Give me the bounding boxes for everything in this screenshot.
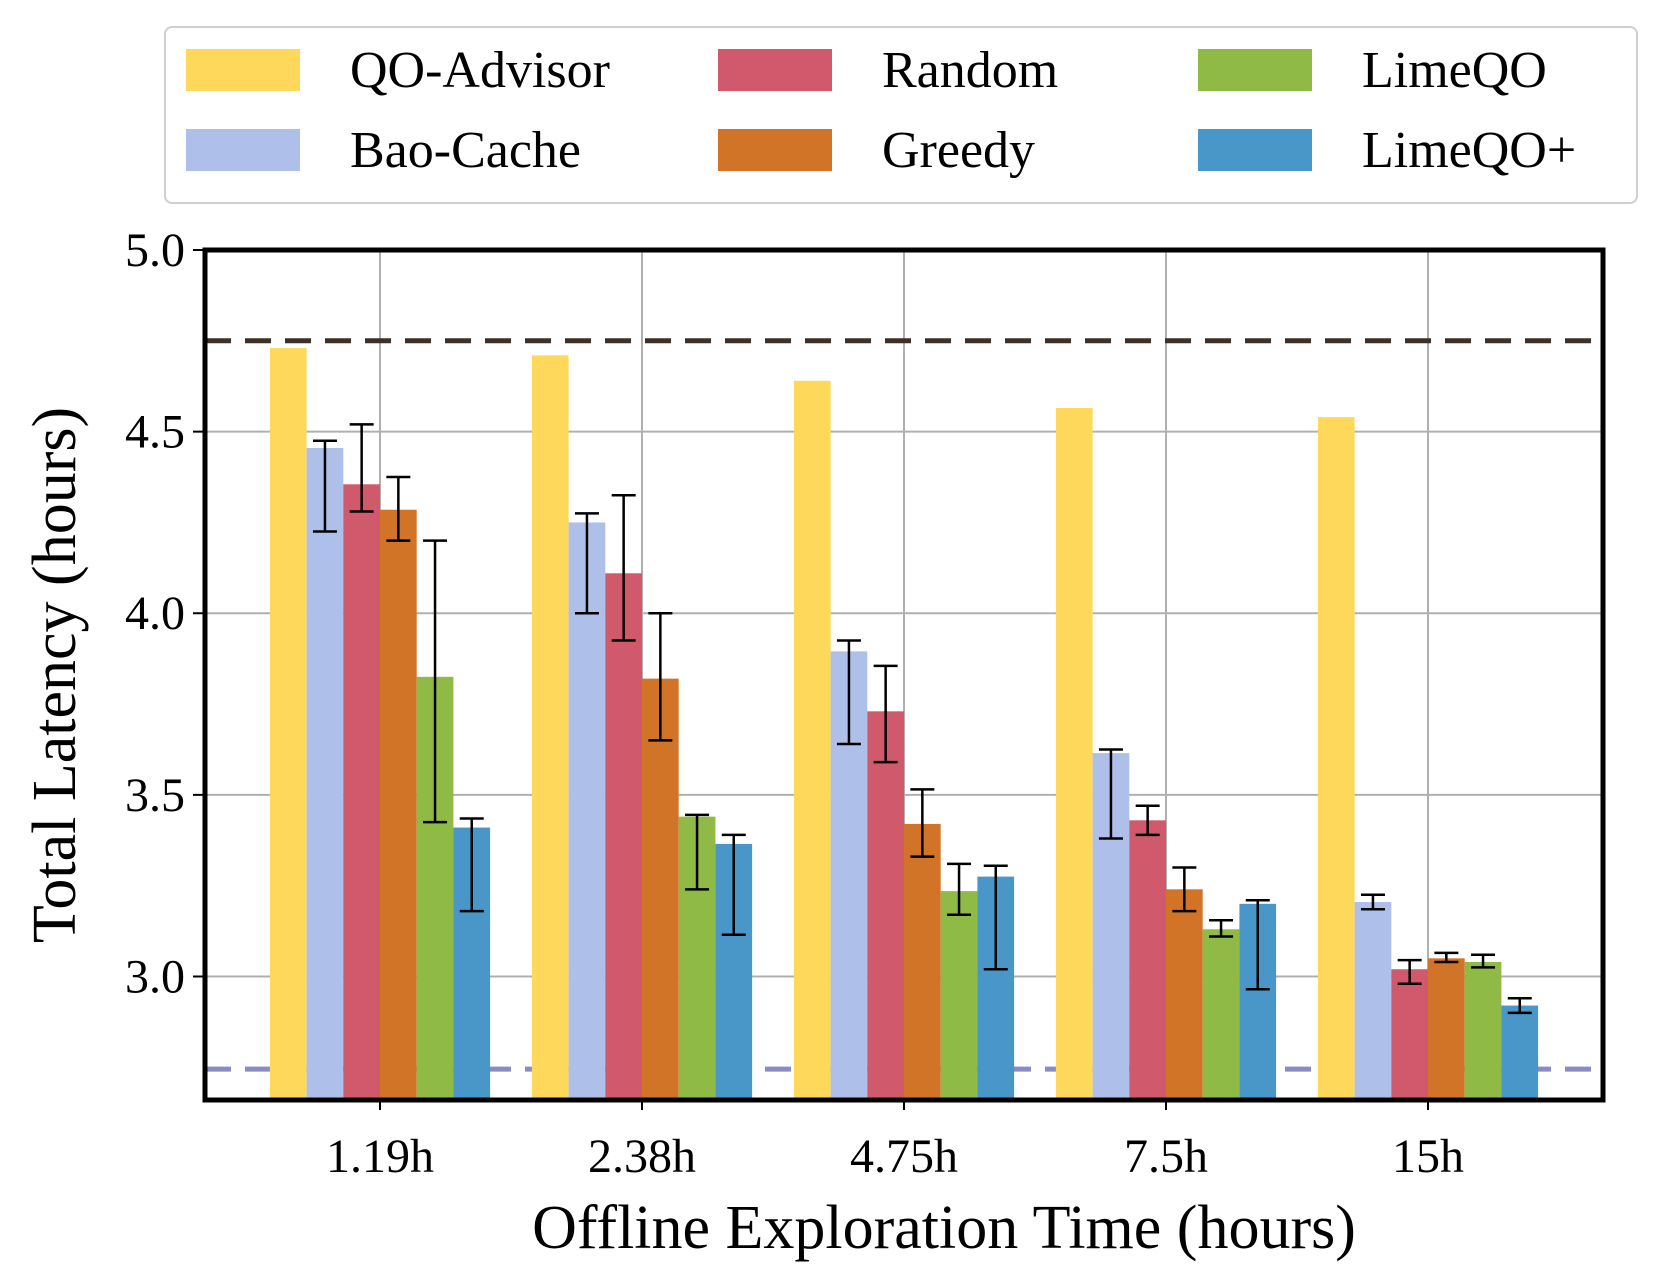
legend-swatch-qo-advisor [186,49,300,91]
legend-swatch-limeqo-plus [1198,129,1312,171]
bar-random-1-19h [343,484,380,1100]
bar-qo-advisor-15h [1317,417,1355,1101]
bar-bao-cache-2-38h [568,522,606,1100]
x-tick-label: 2.38h [588,1130,696,1183]
bar-greedy-1-19h [380,509,417,1100]
bars [269,348,1539,1101]
x-tick-label: 15h [1392,1130,1464,1183]
bar-qo-advisor-7-5h [1055,408,1093,1100]
bar-limeqo-4-75h [940,891,978,1100]
bar-qo-advisor-2-38h [531,355,569,1100]
legend-item-limeqo: LimeQO [1198,40,1547,100]
legend-label-limeqo-plus: LimeQO+ [1362,121,1577,179]
y-tick-label: 4.5 [125,406,185,459]
legend-swatch-limeqo [1198,49,1312,91]
legend-item-limeqo-plus: LimeQO+ [1198,120,1576,180]
bar-limeqo--15h [1501,1005,1539,1100]
legend: QO-Advisor Bao-Cache Random Greedy LimeQ… [164,26,1638,204]
bar-bao-cache-1-19h [306,447,344,1100]
legend-swatch-random [718,49,832,91]
bar-greedy-2-38h [642,678,679,1100]
y-tick-label: 4.0 [125,587,185,640]
legend-label-bao-cache: Bao-Cache [350,121,582,179]
legend-item-bao-cache: Bao-Cache [186,120,581,180]
x-axis-title: Offline Exploration Time (hours) [532,1194,1356,1262]
bar-greedy-7-5h [1166,889,1203,1100]
y-tick-label: 3.0 [125,950,185,1003]
x-tick-label: 4.75h [850,1130,958,1183]
y-axis-title: Total Latency (hours) [21,407,89,943]
bar-qo-advisor-4-75h [793,380,831,1100]
legend-item-random: Random [718,40,1058,100]
legend-label-greedy: Greedy [882,121,1036,179]
legend-label-limeqo: LimeQO [1362,41,1547,99]
legend-item-qo-advisor: QO-Advisor [186,40,610,100]
legend-swatch-bao-cache [186,129,300,171]
axis-ticks: 1.19h 2.38h 4.75h 7.5h 15h 3.0 3.5 4.0 4.5 5.0 [125,224,1464,1183]
legend-label-qo-advisor: QO-Advisor [350,41,610,99]
bar-qo-advisor-1-19h [269,348,307,1101]
y-tick-label: 5.0 [125,224,185,277]
legend-swatch-greedy [718,129,832,171]
bar-random-4-75h [867,711,904,1100]
error-bars [312,423,1532,1015]
bar-greedy-4-75h [904,823,941,1100]
bar-random-2-38h [605,573,642,1100]
bar-greedy-15h [1428,958,1465,1100]
legend-item-greedy: Greedy [718,120,1035,180]
y-tick-label: 3.5 [125,769,185,822]
bar-limeqo-7-5h [1202,929,1240,1100]
x-tick-label: 7.5h [1124,1130,1208,1183]
bar-random-15h [1391,969,1428,1100]
bar-bao-cache-15h [1354,902,1392,1100]
bar-limeqo-15h [1464,961,1502,1100]
bar-random-7-5h [1129,820,1166,1100]
legend-label-random: Random [882,41,1059,99]
x-tick-label: 1.19h [326,1130,434,1183]
